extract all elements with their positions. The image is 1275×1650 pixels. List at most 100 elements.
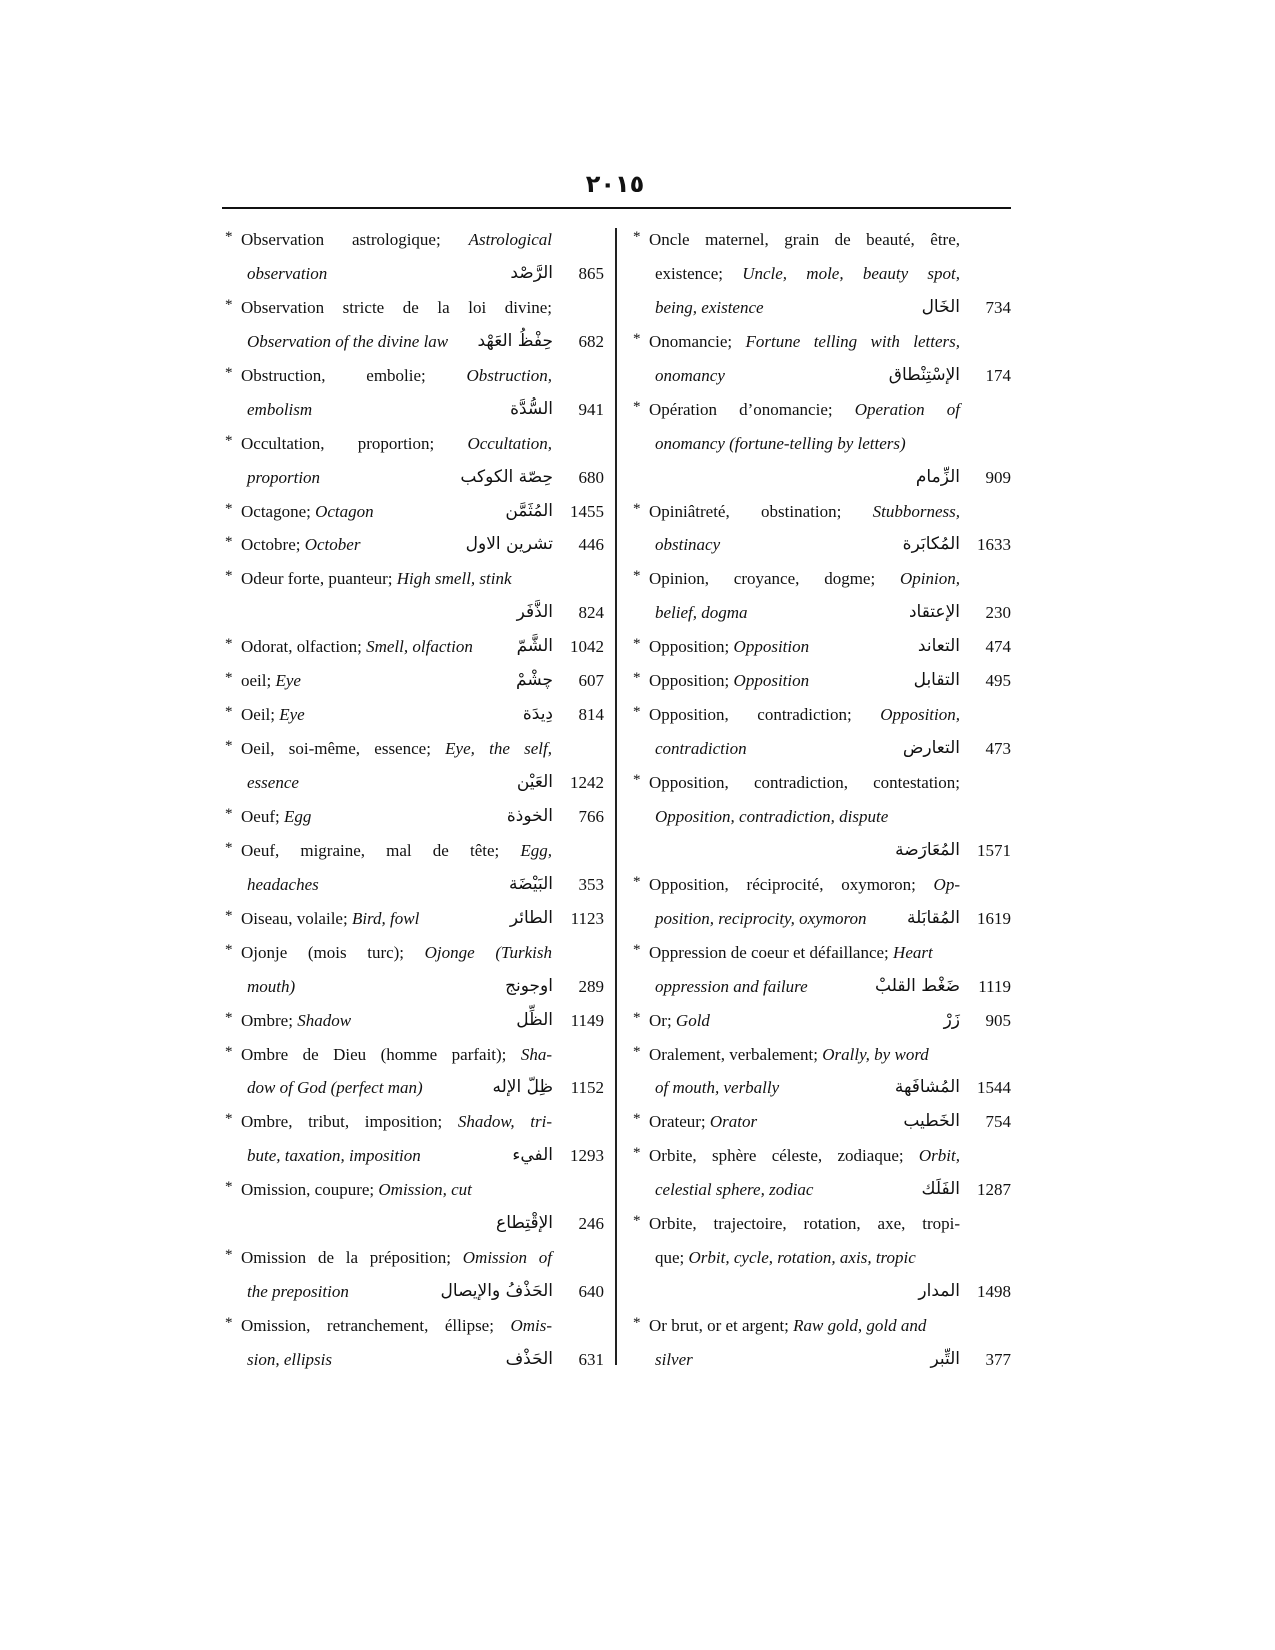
french-term: Orbite, trajectoire, rotation, axe, trop… bbox=[649, 1214, 960, 1234]
entry-line: * Omission de la préposition; Omission of bbox=[225, 1241, 604, 1275]
entry-text: Orbite, trajectoire, rotation, axe, trop… bbox=[649, 1207, 960, 1241]
bullet-asterisk: * bbox=[225, 907, 233, 924]
english-translation: Ojonge (Turkish bbox=[424, 942, 552, 962]
entry-number: 905 bbox=[985, 1010, 1012, 1030]
english-translation: Orator bbox=[709, 1112, 758, 1132]
entry-text: Observation astrologique; Astrological bbox=[241, 223, 552, 257]
arabic-term: البَيْضَة bbox=[508, 873, 553, 894]
french-term: Or; bbox=[649, 1010, 676, 1030]
entry-number: 174 bbox=[985, 365, 1012, 385]
entry-line: onomancy الإسْتِنْطاق 174 bbox=[633, 359, 1011, 393]
entry-number: 1119 bbox=[978, 976, 1011, 996]
bullet-asterisk: * bbox=[633, 1009, 641, 1026]
entry-line: الزِّمام 909 bbox=[633, 461, 1011, 495]
entry-line: * Oeil, soi-même, essence; Eye, the self, bbox=[225, 732, 604, 766]
entry-text: Oeil, soi-même, essence; Eye, the self, bbox=[241, 732, 552, 766]
dictionary-entry: * Ombre de Dieu (homme parfait); Sha-dow … bbox=[225, 1038, 604, 1106]
entry-text: contradiction bbox=[655, 732, 747, 766]
arabic-term: التعارض bbox=[902, 738, 960, 759]
english-translation: October bbox=[304, 535, 361, 555]
entry-number: 640 bbox=[578, 1282, 605, 1302]
english-translation: proportion bbox=[247, 467, 321, 487]
english-translation: Omission of bbox=[462, 1248, 552, 1268]
entry-line: * Odeur forte, puanteur; High smell, stin… bbox=[225, 562, 604, 596]
bullet-asterisk: * bbox=[225, 568, 233, 585]
bullet-asterisk: * bbox=[225, 670, 233, 687]
entry-number: 1498 bbox=[977, 1282, 1011, 1302]
dictionary-entry: * Opposition, contradiction, contestation… bbox=[633, 766, 1011, 868]
dictionary-entry: * Opposition, réciprocité, oxymoron; Op-p… bbox=[633, 868, 1011, 936]
entry-number: 754 bbox=[985, 1112, 1012, 1132]
entry-text: Observation of the divine law bbox=[247, 325, 448, 359]
entry-text: Or brut, or et argent; Raw gold, gold an… bbox=[649, 1309, 926, 1343]
entry-line: bute, taxation, imposition الفيء 1293 bbox=[225, 1139, 604, 1173]
english-translation: Heart bbox=[893, 942, 933, 962]
entry-number: 631 bbox=[578, 1349, 605, 1369]
entry-line: * Omission, retranchement, éllipse; Omis- bbox=[225, 1309, 604, 1343]
arabic-term: التقابل bbox=[913, 670, 960, 691]
entry-line: dow of God (perfect man) ظِلّ الإله 1152 bbox=[225, 1071, 604, 1105]
entry-line: * Orbite, trajectoire, rotation, axe, tro… bbox=[633, 1207, 1011, 1241]
entry-number: 230 bbox=[985, 603, 1012, 623]
entry-text: Ombre de Dieu (homme parfait); Sha- bbox=[241, 1038, 552, 1072]
entry-line: * Onomancie; Fortune telling with letters… bbox=[633, 325, 1011, 359]
english-translation: Shadow, tri- bbox=[457, 1112, 552, 1132]
arabic-term: العَيْن bbox=[516, 772, 553, 792]
french-term: Opposition, réciprocité, oxymoron; bbox=[649, 874, 934, 894]
entry-text: Oiseau, volaile; Bird, fowl bbox=[241, 902, 419, 936]
entry-line: mouth) اوجونج 289 bbox=[225, 970, 604, 1004]
entry-text: observation bbox=[247, 257, 327, 291]
french-term: Oiseau, volaile; bbox=[241, 908, 352, 928]
entry-text: Ojonje (mois turc); Ojonge (Turkish bbox=[241, 936, 552, 970]
entry-line: embolism السُّدَّة 941 bbox=[225, 393, 604, 427]
english-translation: Eye bbox=[279, 705, 305, 725]
entry-line: الإقْتِطاع 246 bbox=[225, 1207, 604, 1241]
french-term: Ojonje (mois turc); bbox=[241, 942, 425, 962]
dictionary-entry: * Oralement, verbalement; Orally, by word… bbox=[633, 1038, 1011, 1106]
english-translation: embolism bbox=[247, 399, 313, 419]
bullet-asterisk: * bbox=[225, 1247, 233, 1264]
bullet-asterisk: * bbox=[225, 738, 233, 755]
entry-line: * Opiniâtreté, obstination; Stubborness, bbox=[633, 495, 1011, 529]
english-translation: the preposition bbox=[247, 1282, 349, 1302]
entry-number: 353 bbox=[578, 874, 605, 894]
english-translation: being, existence bbox=[655, 297, 764, 317]
french-term: Oeuf, migraine, mal de tête; bbox=[241, 840, 521, 860]
english-translation: Opposition bbox=[733, 637, 810, 657]
arabic-term: ضَغْط القلبْ bbox=[875, 975, 960, 996]
entry-text: being, existence bbox=[655, 291, 764, 325]
entry-line: * Orbite, sphère céleste, zodiaque; Orbit… bbox=[633, 1139, 1011, 1173]
bullet-asterisk: * bbox=[225, 636, 233, 653]
french-term: Omission, coupure; bbox=[241, 1180, 379, 1200]
entry-text: Opposition, contradiction, dispute bbox=[655, 800, 888, 834]
dictionary-entry: * Ombre; Shadow الظِّل 1149 bbox=[225, 1004, 604, 1038]
entry-line: oppression and failure ضَغْط القلبْ 1119 bbox=[633, 970, 1011, 1004]
entry-number: 495 bbox=[985, 671, 1012, 691]
dictionary-entry: * Opposition; Opposition التعاند 474 bbox=[633, 630, 1011, 664]
entry-line: * Opposition; Opposition التعاند 474 bbox=[633, 630, 1011, 664]
bullet-asterisk: * bbox=[633, 1213, 641, 1230]
entry-text: Opiniâtreté, obstination; Stubborness, bbox=[649, 495, 960, 529]
french-term: Observation astrologique; bbox=[241, 230, 469, 249]
dictionary-entry: * Occultation, proportion; Occultation, pr… bbox=[225, 427, 604, 495]
bullet-asterisk: * bbox=[225, 704, 233, 721]
bullet-asterisk: * bbox=[225, 432, 233, 449]
entry-line: obstinacy المُكابَرة 1633 bbox=[633, 528, 1011, 562]
entry-text: the preposition bbox=[247, 1275, 349, 1309]
english-translation: Astrological bbox=[468, 230, 552, 249]
french-term: Obstruction, embolie; bbox=[241, 365, 467, 385]
entry-line: المدار 1498 bbox=[633, 1275, 1011, 1309]
entry-number: 1042 bbox=[570, 637, 604, 657]
english-translation: essence bbox=[247, 773, 299, 792]
arabic-term: الفيء bbox=[512, 1145, 553, 1166]
entry-text: position, reciprocity, oxymoron bbox=[655, 902, 867, 936]
dictionary-entry: * Orbite, trajectoire, rotation, axe, tro… bbox=[633, 1207, 1011, 1309]
dictionary-entry: * Octagone; Octagon المُثَمَّن 1455 bbox=[225, 495, 604, 529]
entry-text: existence; Uncle, mole, beauty spot, bbox=[655, 257, 960, 291]
arabic-term: الحَذْفُ والإيصال bbox=[440, 1281, 553, 1302]
dictionary-entry: * Observation stricte de la loi divine; Ob… bbox=[225, 291, 604, 359]
english-translation: Sha- bbox=[520, 1044, 552, 1064]
french-term: Onomancie; bbox=[649, 331, 746, 351]
entry-text: Omission de la préposition; Omission of bbox=[241, 1241, 552, 1275]
english-translation: Orbit, bbox=[918, 1146, 960, 1166]
